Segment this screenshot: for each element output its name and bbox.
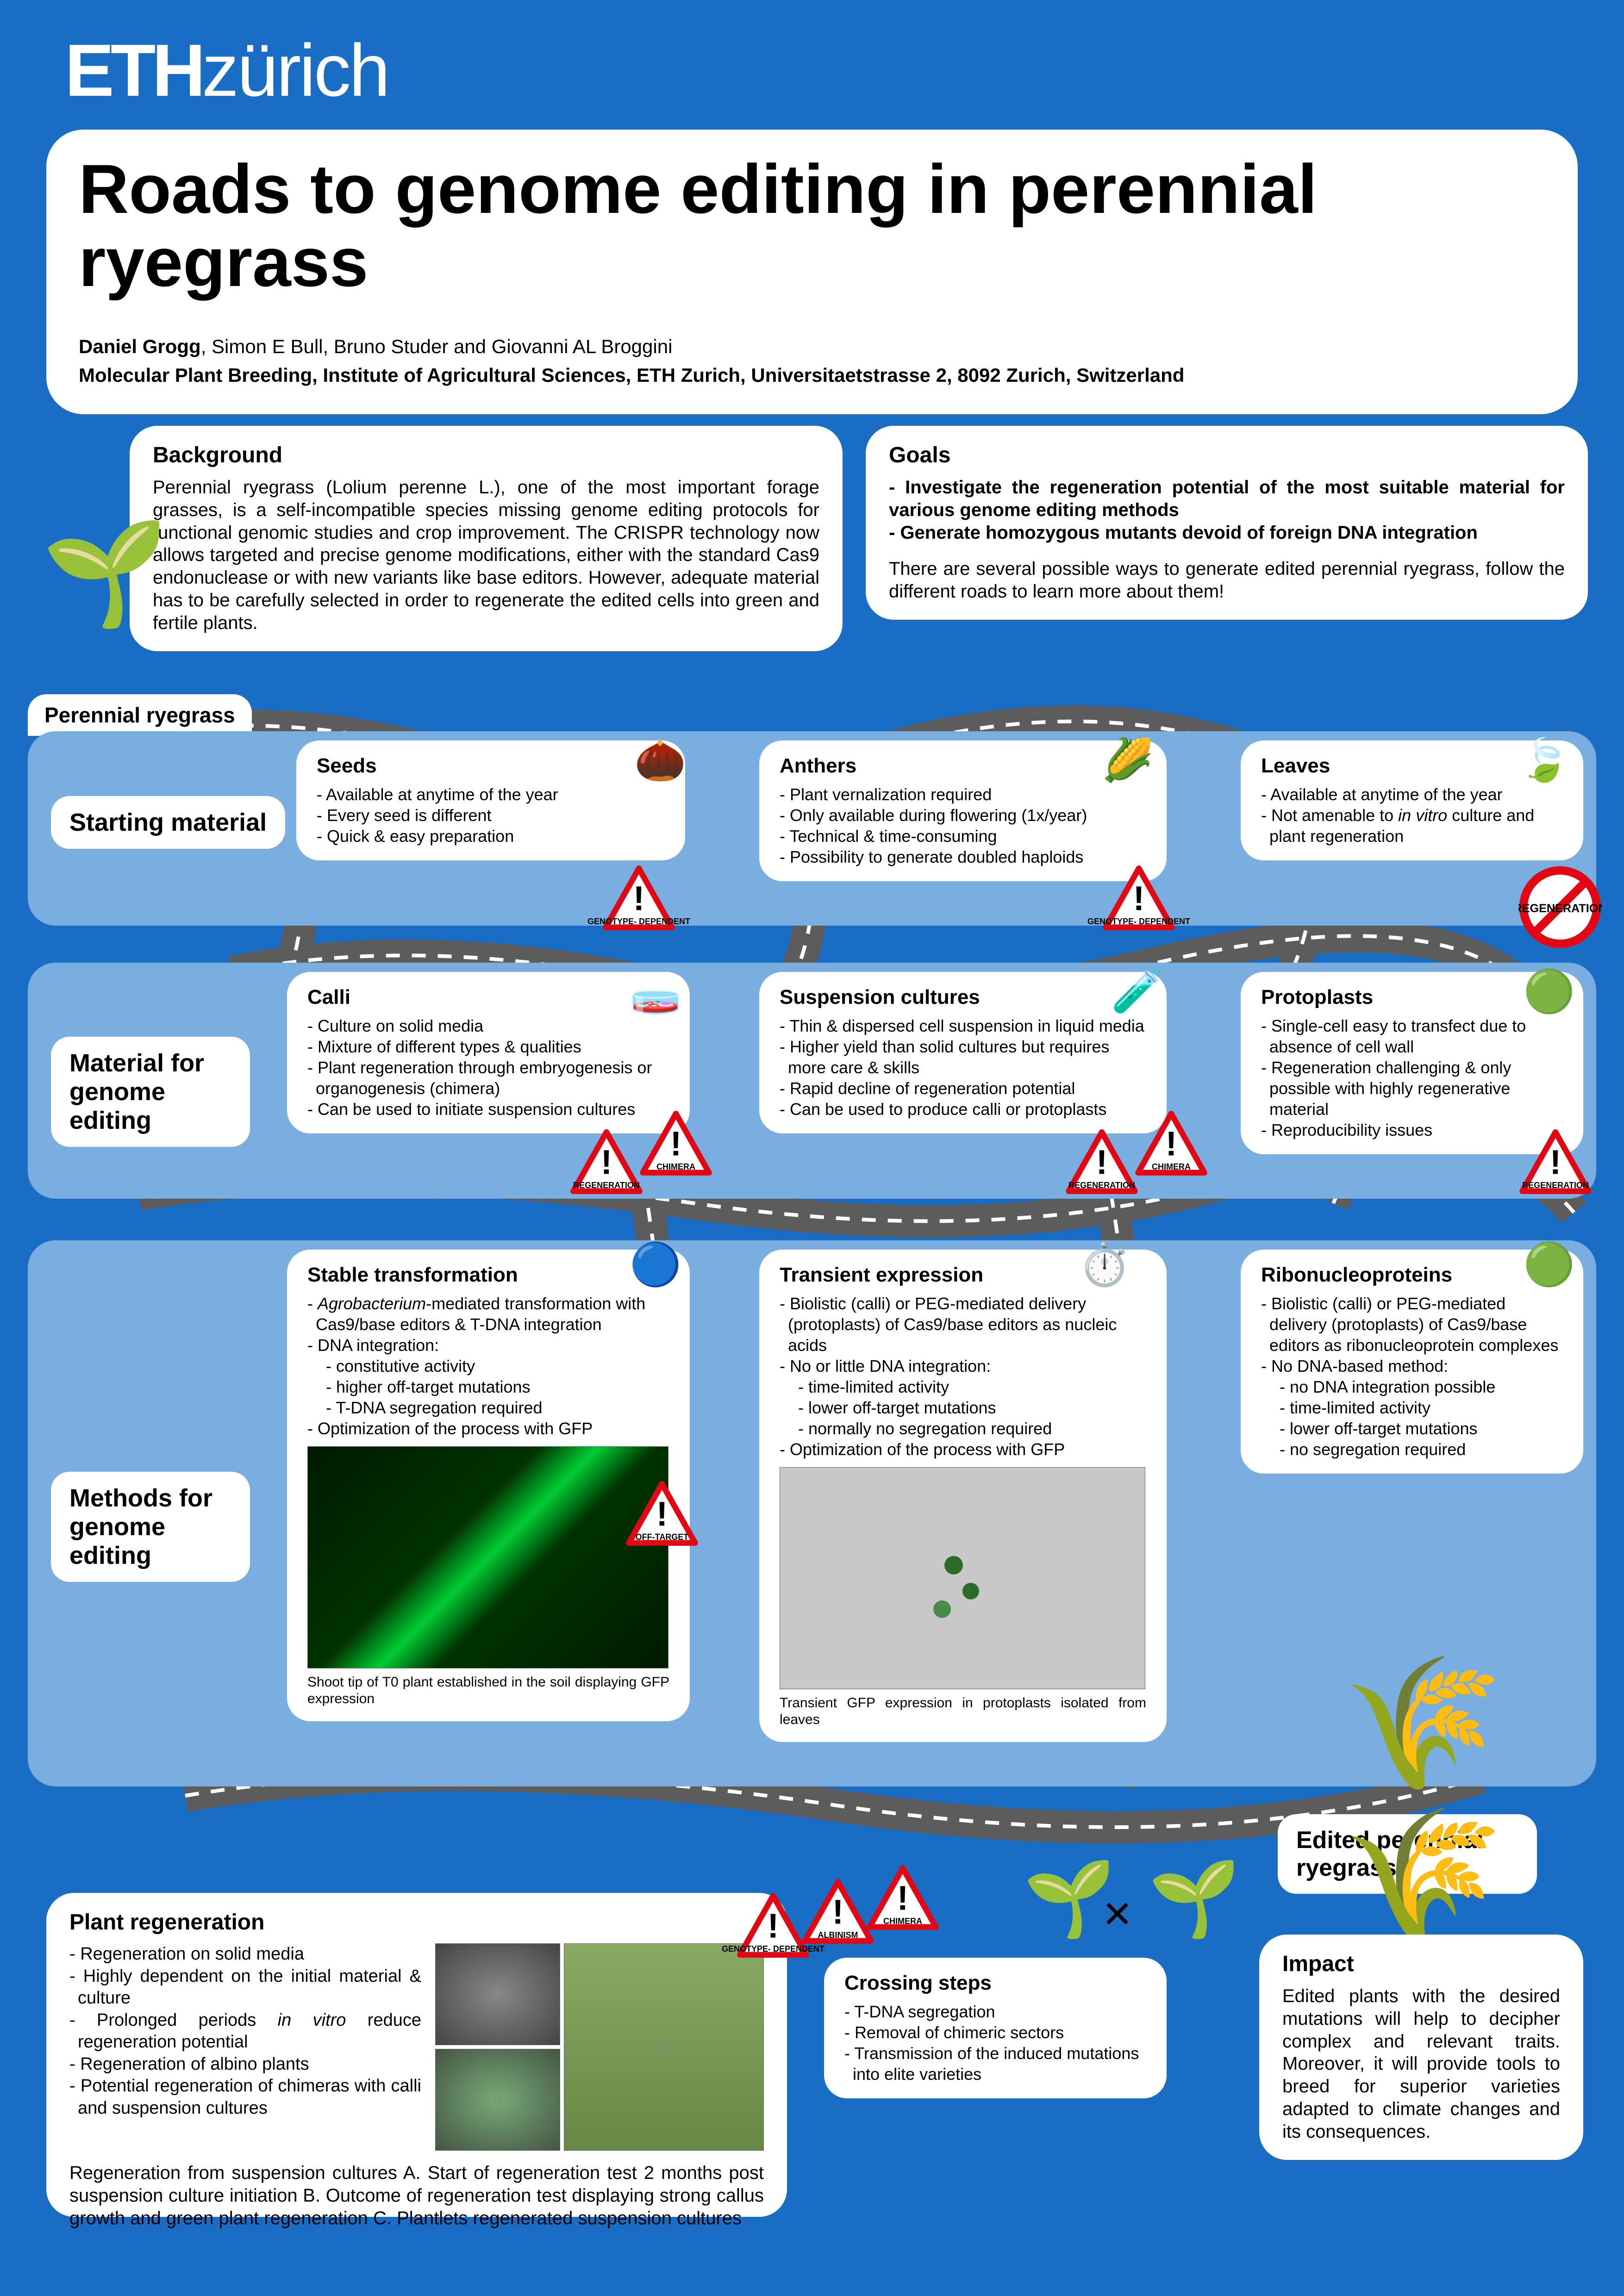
warn-genotype-icon: GENOTYPE- DEPENDENT [736,1893,810,1958]
regeneration-panel: Plant regeneration - Regeneration on sol… [46,1893,787,2217]
card-list: Available at anytime of the year Every s… [317,784,665,846]
card-list: Culture on solid media Mixture of differ… [307,1015,669,1120]
card-title: Suspension cultures [780,986,1146,1009]
warn-regen-icon: REGENERATION [1518,1129,1593,1194]
card-list: Biolistic (calli) or PEG-mediated delive… [780,1293,1146,1376]
regen-list: - Regeneration on solid media - Highly d… [69,1943,421,2151]
warn-chimera-icon: CHIMERA [866,1865,940,1930]
warn-genotype-icon: GENOTYPE- DEPENDENT [1102,865,1176,930]
protoplasts-icon: 🟢 [1523,967,1575,1016]
goal-2: - Generate homozygous mutants devoid of … [889,522,1565,544]
card-sublist: time-limited activity lower off-target m… [780,1376,1146,1439]
card-title: Anthers [780,754,1146,778]
warn-chimera-icon: CHIMERA [1134,1111,1208,1176]
warn-albinism-icon: ALBINISM [801,1879,875,1944]
plant-cross-left-icon: 🌱 [1023,1856,1115,1942]
card-list: Agrobacterium-mediated transformation wi… [307,1293,669,1356]
row-label-methods: Methods for genome editing [51,1472,250,1582]
leaves-icon: 🍃 [1518,736,1570,784]
card-list: Thin & dispersed cell suspension in liqu… [780,1015,1146,1120]
stopwatch-icon: ⏱️ [1079,1240,1131,1289]
poster-title: Roads to genome editing in perennial rye… [79,153,1545,299]
seeds-icon: 🌰 [634,736,686,784]
plant-cross-right-icon: 🌱 [1148,1856,1240,1942]
card-title: Protoplasts [1261,986,1563,1009]
background-panel: Background Perennial ryegrass (Lolium pe… [130,426,843,651]
regen-img-c: C [564,1943,764,2151]
goals-panel: Goals - Investigate the regeneration pot… [866,426,1588,620]
background-heading: Background [153,442,819,468]
flask-icon: 🧪 [1111,967,1163,1016]
card-list: Available at anytime of the year Not ame… [1261,784,1563,846]
card-title: Stable transformation [307,1263,669,1287]
warn-offtarget-icon: OFF-TARGET [625,1481,699,1546]
plant-pot-icon: 🌱 [42,514,169,633]
gfp-leaf-image [307,1446,668,1668]
regen-img-a: A [435,1943,560,2045]
affiliation: Molecular Plant Breeding, Institute of A… [79,364,1545,386]
calli-icon: 🧫 [630,967,681,1016]
card-title: Calli [307,986,669,1009]
regen-heading: Plant regeneration [69,1910,764,1935]
card-list: Biolistic (calli) or PEG-mediated delive… [1261,1293,1563,1376]
svg-text:REGENERATION: REGENERATION [1518,902,1602,915]
caption: Transient GFP expression in protoplasts … [780,1695,1146,1728]
authors: Daniel Grogg, Simon E Bull, Bruno Studer… [79,336,1545,358]
background-text: Perennial ryegrass (Lolium perenne L.), … [153,476,819,635]
anthers-icon: 🌽 [1102,736,1154,784]
impact-panel: Impact Edited plants with the desired mu… [1259,1935,1583,2160]
start-marker: Perennial ryegrass [28,694,252,736]
card-list: Plant vernalization required Only availa… [780,784,1146,867]
card-title: Seeds [317,754,665,778]
protoplast-image [780,1467,1145,1689]
card-title: Leaves [1261,754,1563,778]
goals-heading: Goals [889,442,1565,468]
regen-image-grid: A C B [435,1943,764,2151]
prohibit-regeneration-icon: REGENERATION [1518,865,1602,949]
impact-text: Edited plants with the desired mutations… [1282,1985,1560,2143]
warn-regen-icon: REGENERATION [569,1129,643,1194]
warn-genotype-icon: GENOTYPE- DEPENDENT [602,865,676,930]
petri-icon: 🔵 [630,1240,681,1289]
crossing-panel: Crossing steps T-DNA segregation Removal… [824,1958,1167,2098]
card-suspension: Suspension cultures Thin & dispersed cel… [759,972,1167,1133]
warn-chimera-icon: CHIMERA [639,1111,713,1176]
card-list: Single-cell easy to transfect due to abs… [1261,1015,1563,1140]
crossing-list: T-DNA segregation Removal of chimeric se… [844,2001,1146,2084]
regen-img-b: B [435,2049,560,2151]
eth-logo: ETHzürich [65,28,388,113]
row-label-starting: Starting material [51,796,285,849]
caption: Shoot tip of T0 plant established in the… [307,1674,669,1707]
card-title: Ribonucleoproteins [1261,1263,1563,1287]
warn-regen-icon: REGENERATION [1065,1129,1139,1194]
rnp-icon: 🟢 [1523,1240,1575,1289]
regen-caption: Regeneration from suspension cultures A.… [69,2162,764,2229]
impact-heading: Impact [1282,1951,1560,1977]
card-sublist: no DNA integration possible time-limited… [1261,1376,1563,1460]
row-label-material: Material for genome editing [51,1037,250,1147]
title-panel: Roads to genome editing in perennial rye… [46,130,1578,414]
goal-1: - Investigate the regeneration potential… [889,476,1565,522]
goals-footer: There are several possible ways to gener… [889,558,1565,603]
card-transient: Transient expression Biolistic (calli) o… [759,1250,1167,1742]
card-sublist: constitutive activity higher off-target … [307,1356,669,1418]
crossing-heading: Crossing steps [844,1972,1146,1995]
card-seeds: Seeds Available at anytime of the year E… [296,740,685,860]
